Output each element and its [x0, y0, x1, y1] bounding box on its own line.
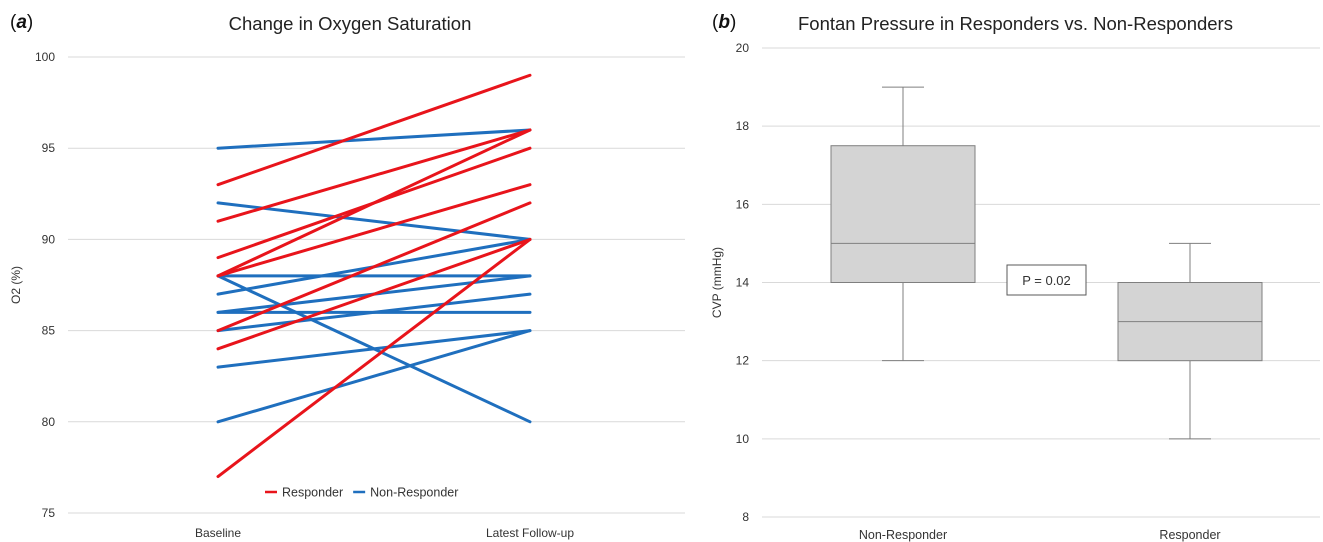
- fontan-pressure-panel: (b) Fontan Pressure in Responders vs. No…: [700, 0, 1323, 542]
- y-tick-label: 100: [35, 50, 55, 64]
- chart-b-title: Fontan Pressure in Responders vs. Non-Re…: [798, 13, 1233, 34]
- responder-line: [216, 237, 532, 351]
- y-tick-label: 20: [736, 41, 750, 55]
- x-tick-label: Responder: [1159, 528, 1220, 542]
- box-iqr: [830, 145, 976, 283]
- y-tick-label: 10: [736, 432, 750, 446]
- y-tick-label: 8: [742, 510, 749, 524]
- y-tick-label: 18: [736, 119, 750, 133]
- fontan-pressure-boxplot: 8 10 12 14 16 18 20 CVP (mmHg) Non-Responder Resp…: [710, 41, 1320, 542]
- responder-line: [216, 237, 532, 479]
- y-axis-label: CVP (mmHg): [710, 247, 724, 318]
- non-responder-line: [216, 329, 532, 424]
- p-value-box: [1006, 264, 1087, 296]
- y-tick-label: 16: [736, 197, 750, 211]
- x-tick-label: Baseline: [195, 526, 241, 540]
- p-value-annotation: P = 0.02: [1022, 273, 1071, 288]
- y-tick-label: 90: [42, 232, 56, 246]
- y-tick-label: 95: [42, 141, 56, 155]
- responder-line: [216, 128, 532, 223]
- responder-line: [216, 201, 532, 333]
- non-responder-line: [216, 329, 532, 369]
- non-responder-line: [216, 292, 532, 333]
- x-tick-label: Non-Responder: [859, 528, 947, 542]
- responder-line: [216, 128, 532, 278]
- y-tick-label: 14: [736, 276, 750, 290]
- y-tick-label: 80: [42, 415, 56, 429]
- y-tick-label: 85: [42, 324, 56, 338]
- y-tick-label: 12: [736, 354, 750, 368]
- y-tick-label: 75: [42, 506, 56, 520]
- legend-label: Responder: [282, 486, 343, 500]
- panel-b-label: (b): [712, 12, 737, 33]
- oxygen-saturation-chart: 75 80 85 90 95 100 O2 (%) Baseline Latest Follow…: [9, 50, 685, 540]
- x-tick-label: Latest Follow-up: [486, 526, 574, 540]
- legend-label: Non-Responder: [370, 486, 458, 500]
- non-responder-line: [216, 201, 532, 241]
- responder-line: [216, 183, 532, 278]
- oxygen-saturation-panel: (a) Change in Oxygen Saturation 75 80 85 90…: [9, 12, 685, 540]
- panel-a-label: (a): [10, 12, 34, 33]
- responder-line: [216, 73, 532, 187]
- chart-a-title: Change in Oxygen Saturation: [228, 13, 472, 34]
- y-axis-label: O2 (%): [9, 266, 23, 304]
- non-responder-line: [216, 128, 532, 150]
